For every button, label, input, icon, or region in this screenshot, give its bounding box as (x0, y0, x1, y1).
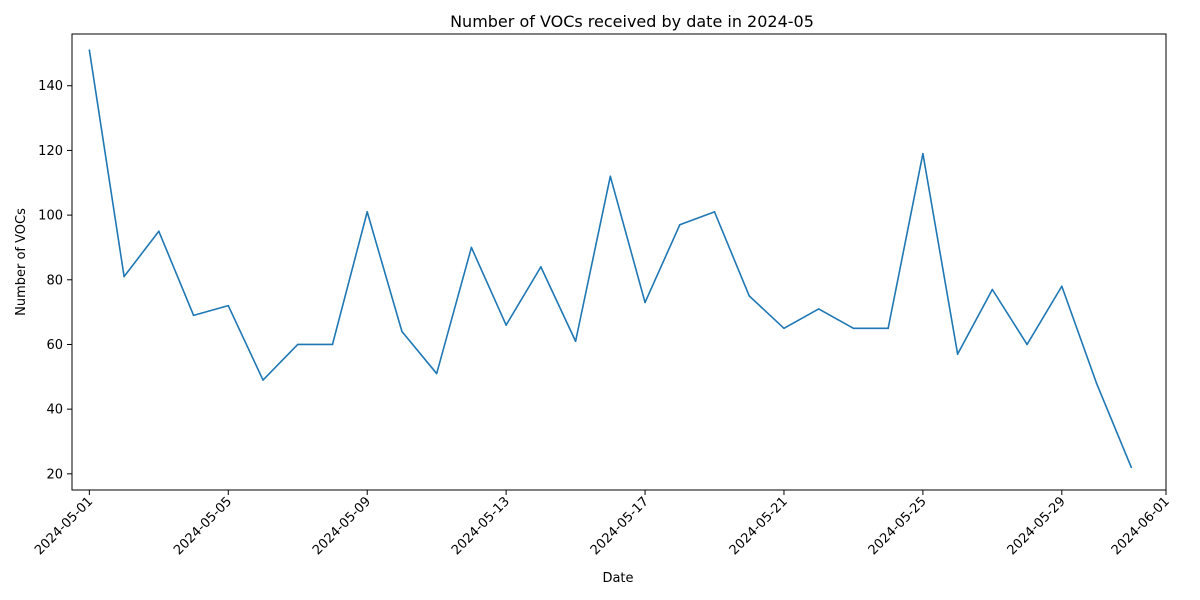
x-tick-label: 2024-05-01 (32, 494, 96, 558)
y-tick-label: 80 (46, 273, 63, 288)
data-point (713, 211, 716, 213)
data-point (192, 314, 195, 317)
data-point (644, 301, 646, 304)
x-tick-label: 2024-05-13 (449, 494, 513, 558)
data-point (331, 343, 334, 346)
data-point (505, 324, 507, 326)
data-point (609, 175, 612, 178)
data-point (956, 353, 959, 355)
data-point (470, 246, 473, 249)
x-tick-label: 2024-05-17 (588, 494, 652, 558)
data-point (401, 330, 403, 333)
y-tick-label: 100 (38, 209, 63, 224)
x-tick-label: 2024-05-05 (171, 494, 235, 558)
data-point (296, 343, 299, 346)
x-tick-label: 2024-05-21 (727, 494, 791, 558)
data-point (783, 327, 785, 330)
data-point (88, 49, 91, 51)
data-point (1026, 343, 1028, 346)
chart-title: Number of VOCs received by date in 2024-… (450, 12, 814, 31)
data-point (817, 308, 820, 310)
data-point (366, 211, 369, 213)
data-point (227, 304, 230, 307)
x-tick-label: 2024-05-29 (1005, 494, 1069, 558)
data-point (748, 295, 751, 297)
data-point (540, 266, 542, 268)
plot-area: 20 40 60 80 100 120 140 2024-05-01 2024-05-05 202… (32, 33, 1173, 558)
data-point (852, 327, 855, 330)
data-point (991, 288, 994, 291)
data-point (158, 230, 160, 233)
y-axis-label: Number of VOCs (14, 208, 29, 316)
data-point (123, 275, 125, 278)
y-tick-label: 20 (46, 467, 63, 482)
x-axis-label: Date (602, 571, 633, 586)
data-point (262, 379, 264, 381)
y-tick-label: 140 (38, 79, 63, 94)
x-tick-label: 2024-05-25 (866, 494, 930, 558)
y-tick-label: 40 (46, 403, 63, 418)
data-point (1130, 466, 1133, 469)
y-tick-label: 60 (46, 338, 63, 353)
data-point (435, 372, 438, 375)
data-point (574, 340, 577, 343)
data-point (922, 152, 924, 155)
x-tick-label: 2024-06-01 (1109, 494, 1173, 558)
data-point (1095, 382, 1098, 385)
series-line (88, 50, 1133, 468)
y-tick-label: 120 (38, 144, 63, 159)
data-point (678, 224, 681, 226)
plot-frame (71, 33, 1167, 491)
data-point (887, 327, 889, 330)
x-tick-label: 2024-05-09 (310, 494, 374, 558)
data-point (1061, 285, 1063, 288)
